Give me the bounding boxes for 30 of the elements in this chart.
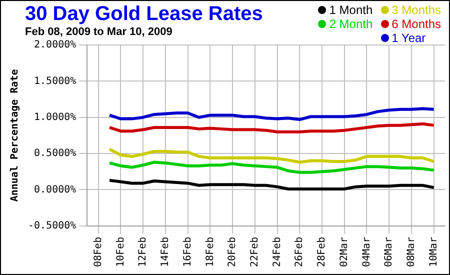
x-tick-label: 04Mar [361,236,372,268]
y-axis-title: Annual Percentage Rate [10,69,21,202]
x-tick-label: 26Feb [294,236,306,268]
x-tick-label: 08Feb [92,236,104,268]
legend-label: 6 Months [392,17,441,31]
legend-label: 3 Months [392,3,441,17]
y-tick-label: 1.5000% [34,76,76,87]
y-tick-label: 0.0000% [34,184,76,196]
x-tick-label: 10Mar [428,236,440,268]
legend-label: 1 Year [392,31,426,45]
x-tick-label: 16Feb [182,236,194,268]
y-tick-label: -0.5000% [28,220,76,232]
x-tick-label: 14Feb [160,236,172,268]
x-tick-label: 02Mar [338,236,350,268]
chart-subtitle: Feb 08, 2009 to Mar 10, 2009 [25,26,174,38]
x-tick-label: 24Feb [272,236,283,268]
x-tick-label: 12Feb [138,236,149,268]
legend-label: 2 Month [329,17,373,31]
x-tick-label: 10Feb [115,236,126,268]
x-tick-label: 18Feb [204,236,216,268]
y-tick-label: 1.0000% [34,112,76,123]
x-tick-label: 22Feb [249,236,260,268]
legend-label: 1 Month [329,3,373,17]
y-tick-label: 2.0000% [34,40,76,51]
x-tick-label: 28Feb [316,236,328,268]
x-tick-label: 20Feb [227,236,238,268]
x-tick-label: 08Mar [406,236,418,268]
chart-title: 30 Day Gold Lease Rates [25,2,263,26]
y-tick-label: 0.5000% [34,148,76,160]
x-tick-label: 06Mar [384,236,395,268]
